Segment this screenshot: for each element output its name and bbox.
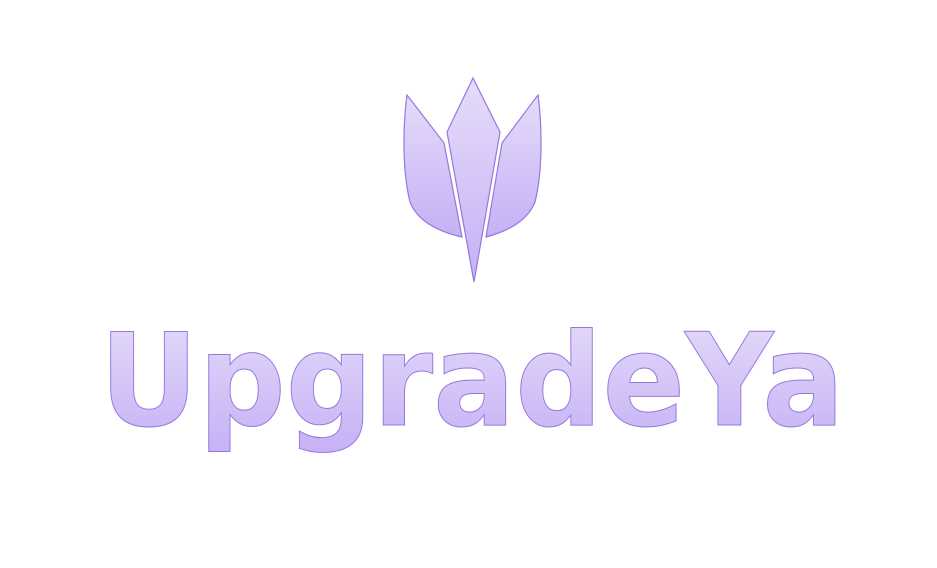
wordmark-text: UpgradeYa [100,307,845,456]
center-petal-shape [446,76,501,283]
left-petal-shape [403,93,463,238]
tulip-crown-icon [403,76,542,283]
right-petal-shape [485,93,542,238]
